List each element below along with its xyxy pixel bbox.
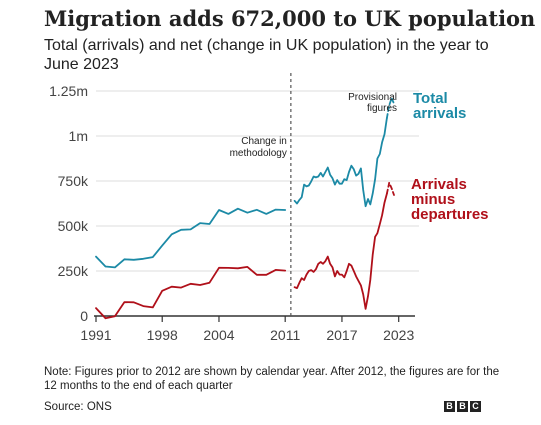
arrivals-minus-departures-line-provisional [386, 181, 395, 196]
x-tick-label: 2023 [383, 327, 414, 343]
chart-note: Note: Figures prior to 2012 are shown by… [44, 366, 500, 392]
provisional-annotation: figures [367, 103, 397, 114]
y-tick-label: 0 [80, 308, 88, 324]
x-axis: 1991 1998 2004 2011 2017 2023 [80, 315, 415, 343]
arrivals-minus-departures-line [95, 266, 287, 320]
series-label: Total [413, 90, 448, 107]
x-tick-label: 1998 [147, 327, 178, 343]
series-label: arrivals [413, 105, 466, 122]
chart-subtitle: Total (arrivals) and net (change in UK p… [44, 37, 489, 73]
x-tick-label: 1991 [80, 327, 111, 343]
arrivals-minus-departures-line [293, 192, 388, 310]
total-arrivals-line [95, 207, 287, 269]
chart-title: Migration adds 672,000 to UK population [44, 6, 536, 31]
provisional-annotation: Provisional [348, 92, 397, 103]
series-label: minus [411, 191, 455, 208]
series-lines [95, 97, 395, 320]
y-tick-label: 750k [58, 173, 89, 189]
series-label: departures [411, 206, 489, 223]
chart-source: Source: ONS [44, 401, 112, 413]
bbc-logo-letter: B [444, 401, 455, 412]
series-label: Arrivals [411, 176, 467, 193]
x-tick-label: 2011 [270, 327, 300, 343]
y-tick-label: 250k [58, 263, 89, 279]
y-tick-label: 500k [58, 218, 89, 234]
y-tick-label: 1.25m [49, 83, 88, 99]
total-arrivals-line [293, 117, 388, 208]
x-tick-label: 2004 [203, 327, 234, 343]
total-arrivals-line-provisional [386, 97, 395, 119]
x-tick-label: 2017 [326, 327, 357, 343]
bbc-logo-letter: B [457, 401, 468, 412]
grid-lines [96, 90, 419, 272]
methodology-annotation: methodology [230, 148, 287, 159]
y-axis-tick-labels: 0 250k 500k 750k 1m 1.25m [49, 83, 89, 324]
methodology-annotation: Change in [241, 136, 287, 147]
y-tick-label: 1m [69, 128, 88, 144]
bbc-logo-letter: C [470, 401, 481, 412]
bbc-logo: B B C [444, 401, 481, 412]
